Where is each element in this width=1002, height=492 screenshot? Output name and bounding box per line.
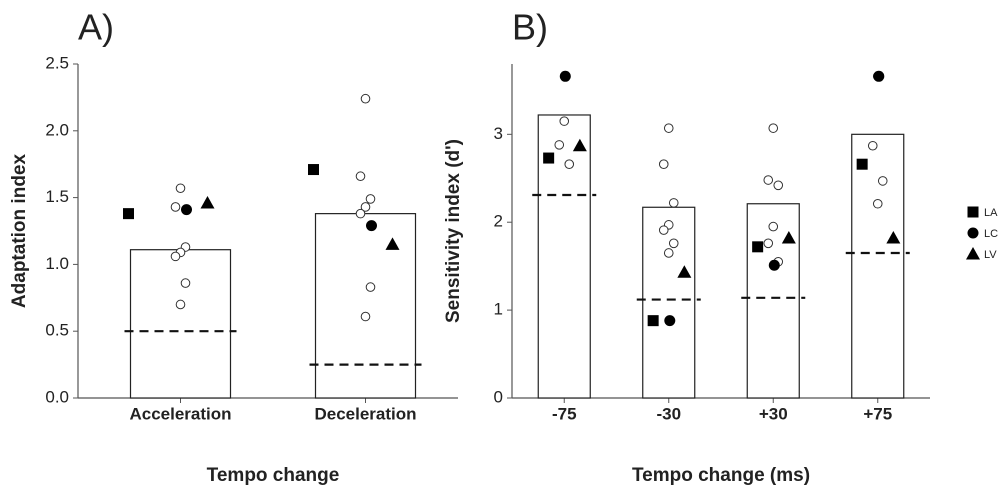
individual-point	[554, 140, 565, 150]
x-tick-label: +30	[759, 404, 788, 423]
group-marker	[366, 220, 377, 232]
y-tick-label: 0	[494, 387, 503, 406]
individual-point	[763, 238, 774, 249]
x-axis-label: Tempo change (ms)	[632, 465, 810, 486]
x-tick-label: Deceleration	[314, 404, 416, 423]
y-tick-label: 2	[494, 212, 503, 231]
y-tick-label: 1.5	[45, 187, 69, 206]
panel-title: B)	[512, 7, 548, 48]
individual-point	[872, 198, 883, 209]
individual-point	[360, 93, 371, 104]
group-marker	[385, 237, 400, 250]
individual-point	[355, 208, 366, 219]
legend-label: LV	[984, 249, 997, 261]
individual-point	[658, 225, 669, 235]
group-marker	[123, 208, 134, 220]
legend-label: LC	[984, 228, 998, 240]
individual-point	[559, 116, 570, 126]
y-tick-label: 1.0	[45, 254, 69, 273]
group-marker	[752, 241, 764, 253]
group-marker	[768, 259, 780, 271]
individual-point	[768, 221, 779, 232]
individual-point	[175, 299, 186, 310]
individual-point	[877, 176, 888, 186]
panel-title: A)	[78, 7, 114, 48]
individual-point	[365, 282, 376, 292]
legend-marker	[967, 227, 979, 239]
individual-point	[360, 202, 371, 212]
x-tick-label: -30	[656, 404, 681, 423]
legend-label: LA	[984, 207, 998, 219]
group-marker	[886, 231, 901, 244]
bar	[129, 249, 232, 399]
y-tick-label: 0.0	[45, 387, 69, 406]
legend-marker	[967, 206, 979, 218]
legend-marker	[966, 247, 980, 260]
individual-point	[658, 159, 669, 169]
group-marker	[308, 164, 319, 176]
y-tick-label: 3	[494, 124, 503, 143]
y-axis-label: Adaptation index	[9, 154, 30, 309]
group-marker	[781, 231, 796, 244]
individual-point	[170, 202, 181, 212]
individual-point	[773, 180, 784, 191]
individual-point	[355, 171, 366, 182]
individual-point	[175, 183, 186, 194]
individual-point	[180, 278, 191, 288]
group-marker	[181, 204, 192, 216]
individual-point	[668, 198, 679, 208]
group-marker	[677, 265, 692, 278]
bar	[314, 213, 417, 399]
individual-point	[365, 194, 376, 204]
y-tick-label: 2.0	[45, 120, 69, 139]
group-marker	[856, 158, 868, 170]
x-tick-label: +75	[863, 404, 892, 423]
individual-point	[663, 248, 674, 258]
group-marker	[200, 195, 215, 209]
y-tick-label: 1	[494, 300, 503, 319]
group-marker	[559, 70, 571, 82]
individual-point	[170, 251, 181, 262]
group-marker	[873, 70, 885, 82]
x-tick-label: Acceleration	[129, 404, 231, 423]
y-axis-label: Sensitivity index (d')	[443, 139, 464, 323]
bar	[642, 206, 696, 399]
bar	[746, 203, 800, 399]
x-tick-label: -75	[552, 404, 577, 423]
group-marker	[572, 138, 587, 152]
individual-point	[867, 140, 878, 151]
y-tick-label: 0.5	[45, 321, 69, 340]
y-tick-label: 2.5	[45, 53, 69, 72]
individual-point	[663, 123, 674, 133]
x-axis-label: Tempo change	[207, 465, 340, 486]
group-marker	[664, 315, 676, 327]
group-marker	[647, 315, 659, 327]
individual-point	[360, 311, 371, 322]
individual-point	[768, 123, 779, 133]
individual-point	[763, 175, 774, 185]
individual-point	[564, 159, 575, 169]
group-marker	[543, 152, 555, 164]
individual-point	[668, 238, 679, 249]
bar	[851, 133, 905, 399]
